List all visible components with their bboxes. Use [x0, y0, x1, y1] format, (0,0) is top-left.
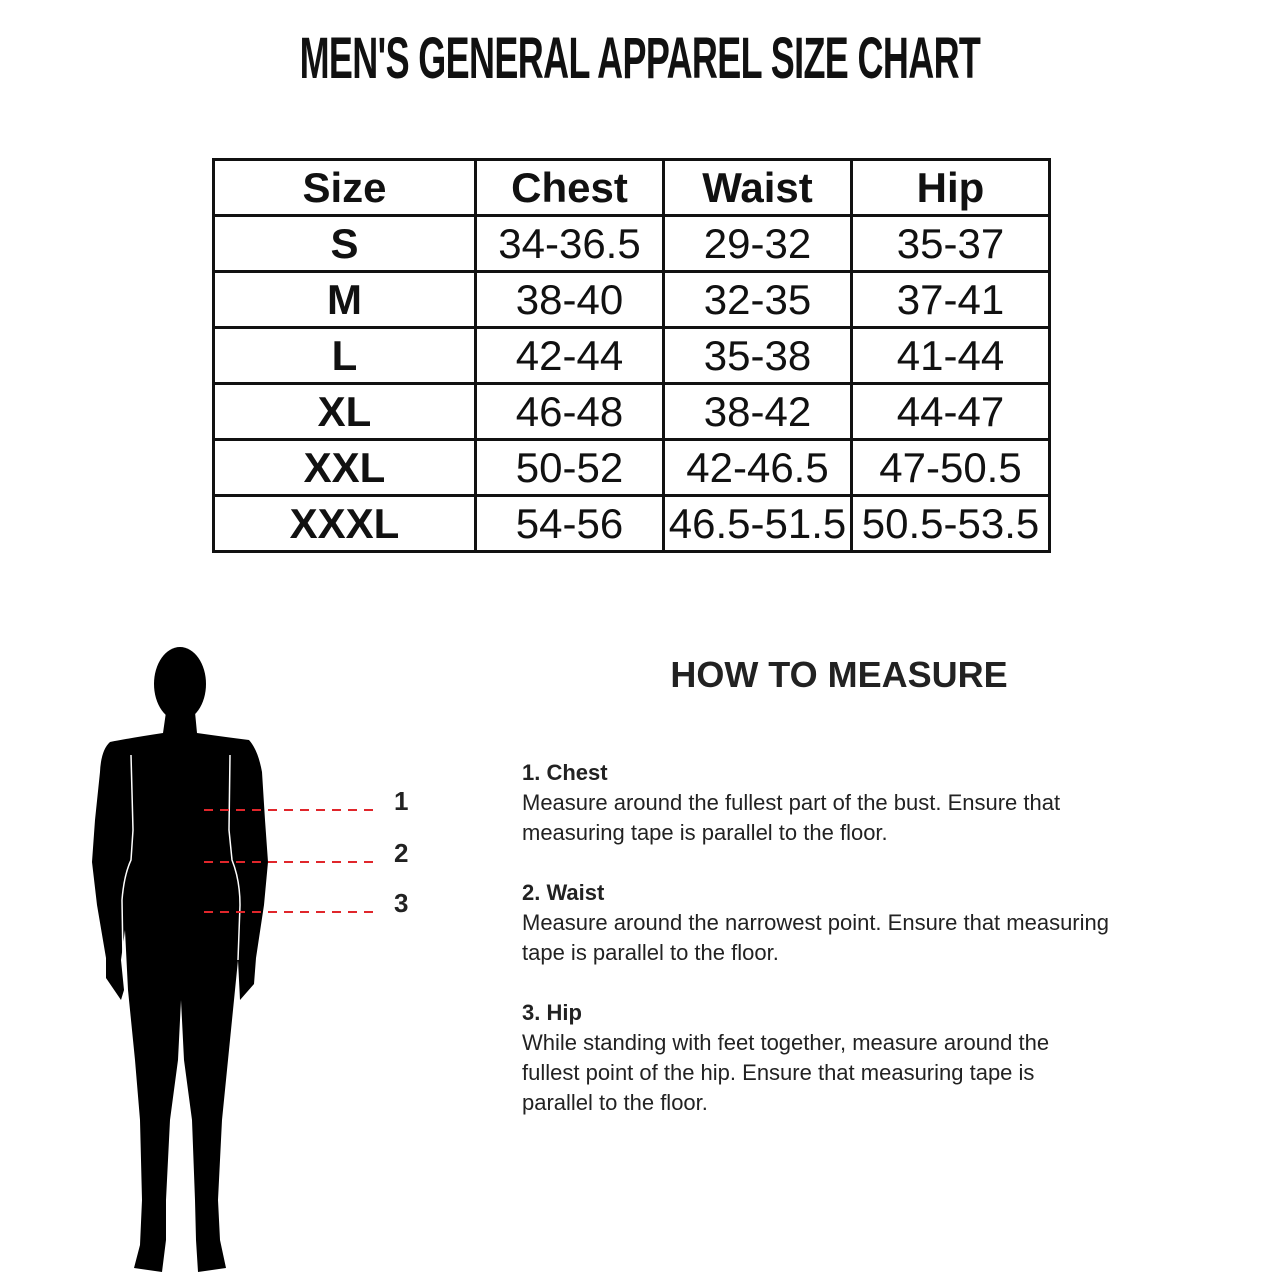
hip-cell: 41-44: [850, 326, 1051, 385]
waist-cell: 42-46.5: [662, 438, 853, 497]
size-cell: M: [212, 270, 477, 329]
section-text-line: parallel to the floor.: [522, 1090, 708, 1115]
silhouette-arm-gap-right: [228, 754, 241, 961]
waist-cell: 38-42: [662, 382, 853, 441]
waist-cell: 46.5-51.5: [662, 494, 853, 553]
silhouette-head: [154, 647, 206, 721]
size-cell: XL: [212, 382, 477, 441]
measure-section: 1. Chest Measure around the fullest part …: [522, 758, 1222, 848]
marker-1: 1: [394, 786, 409, 816]
measure-section: 3. Hip While standing with feet together,…: [522, 998, 1222, 1118]
section-title: 2. Waist: [522, 880, 605, 905]
chest-cell: 54-56: [474, 494, 665, 553]
header-chest: Chest: [474, 158, 665, 217]
chest-cell: 46-48: [474, 382, 665, 441]
title-text: MEN'S GENERAL APPAREL SIZE CHART: [299, 26, 981, 91]
header-hip: Hip: [850, 158, 1051, 217]
hip-cell: 37-41: [850, 270, 1051, 329]
section-title: 3. Hip: [522, 1000, 582, 1025]
hip-cell: 50.5-53.5: [850, 494, 1051, 553]
table-header-row: Size Chest Waist Hip: [212, 158, 1051, 217]
section-text-line: tape is parallel to the floor.: [522, 940, 779, 965]
silhouette-body: [92, 712, 268, 1272]
waist-cell: 29-32: [662, 214, 853, 273]
table-row: XXXL 54-56 46.5-51.5 50.5-53.5: [212, 494, 1051, 553]
measure-section: 2. Waist Measure around the narrowest poi…: [522, 878, 1222, 968]
marker-2: 2: [394, 838, 409, 868]
section-text-line: While standing with feet together, measu…: [522, 1030, 1050, 1055]
size-cell: XXL: [212, 438, 477, 497]
chest-cell: 34-36.5: [474, 214, 665, 273]
section-text-line: measuring tape is parallel to the floor.: [522, 820, 888, 845]
hip-cell: 47-50.5: [850, 438, 1051, 497]
table-row: S 34-36.5 29-32 35-37: [212, 214, 1051, 273]
waist-cell: 32-35: [662, 270, 853, 329]
size-cell: S: [212, 214, 477, 273]
table-row: L 42-44 35-38 41-44: [212, 326, 1051, 385]
section-text-line: Measure around the fullest part of the b…: [522, 790, 1061, 815]
table-row: XL 46-48 38-42 44-47: [212, 382, 1051, 441]
section-text-line: fullest point of the hip. Ensure that me…: [522, 1060, 1035, 1085]
silhouette-arm-gap-left: [121, 754, 134, 961]
header-size: Size: [212, 158, 477, 217]
hip-cell: 44-47: [850, 382, 1051, 441]
section-text-line: Measure around the narrowest point. Ensu…: [522, 910, 1109, 935]
chest-cell: 50-52: [474, 438, 665, 497]
chest-cell: 42-44: [474, 326, 665, 385]
size-chart-table: Size Chest Waist Hip S 34-36.5 29-32 35-37 M…: [212, 158, 1051, 553]
table-row: XXL 50-52 42-46.5 47-50.5: [212, 438, 1051, 497]
table-row: M 38-40 32-35 37-41: [212, 270, 1051, 329]
hip-cell: 35-37: [850, 214, 1051, 273]
header-waist: Waist: [662, 158, 853, 217]
chest-cell: 38-40: [474, 270, 665, 329]
marker-3: 3: [394, 888, 409, 918]
size-cell: L: [212, 326, 477, 385]
section-title: 1. Chest: [522, 760, 608, 785]
page-title: MEN'S GENERAL APPAREL SIZE CHART: [0, 26, 1280, 92]
how-to-measure-heading: HOW TO MEASURE: [670, 654, 1008, 695]
waist-cell: 35-38: [662, 326, 853, 385]
size-cell: XXXL: [212, 494, 477, 553]
